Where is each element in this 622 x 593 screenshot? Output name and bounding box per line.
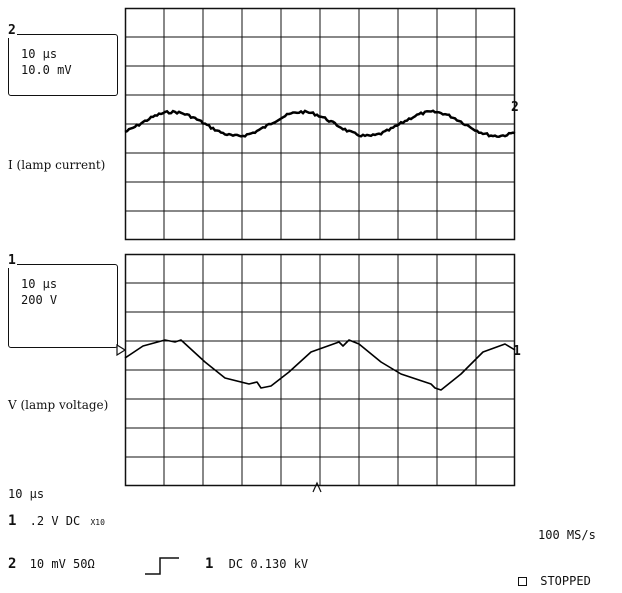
channel1-timebase: 10 µs	[21, 277, 58, 291]
footer-ch2-number: 2	[8, 556, 17, 572]
channel2-timebase: 10 µs	[21, 47, 58, 61]
trigger-pointer-icon	[312, 481, 322, 493]
footer-trigger-settings: DC 0.130 kV	[228, 557, 309, 571]
footer-status-text: STOPPED	[540, 574, 591, 588]
channel2-info-box: 2 10 µs 10.0 mV	[7, 23, 118, 96]
footer-ch1-settings: .2 V DC	[29, 514, 81, 528]
channel2-trace	[124, 109, 516, 138]
channel1-trace-label: V (lamp voltage)	[8, 398, 109, 412]
footer-ch1-row: 1 .2 V DC X10	[8, 513, 105, 529]
channel1-level-marker: 1	[513, 344, 521, 359]
channel1-gridlines	[125, 254, 515, 486]
rising-edge-icon	[145, 557, 179, 575]
channel2-trace-label: I (lamp current)	[8, 158, 106, 172]
channel2-gridlines	[125, 8, 515, 240]
channel1-scale: 200 V	[21, 293, 58, 307]
footer-trigger-source: 1	[205, 556, 214, 572]
channel1-frame	[124, 253, 516, 487]
footer-timebase: 10 µs	[8, 487, 45, 501]
channel2-number: 2	[7, 23, 17, 38]
channel2-scale: 10.0 mV	[21, 63, 72, 77]
channel2-graticule	[124, 7, 516, 241]
channel1-graticule	[124, 253, 516, 487]
footer-status: STOPPED	[518, 574, 591, 588]
footer-sample-rate: 100 MS/s	[538, 528, 596, 542]
channel2-frame	[124, 7, 516, 241]
channel1-number: 1	[7, 253, 17, 268]
footer-ch1-probe: X10	[90, 518, 105, 527]
footer-ch2-settings: 10 mV 50Ω	[29, 557, 95, 571]
channel1-info-box: 1 10 µs 200 V	[7, 253, 118, 348]
ground-ref-marker-icon	[116, 344, 126, 356]
channel2-level-marker: 2	[511, 100, 519, 115]
footer-ch2-row: 2 10 mV 50Ω	[8, 556, 95, 572]
footer-ch1-number: 1	[8, 513, 17, 529]
footer-trigger-row: 1 DC 0.130 kV	[205, 556, 308, 572]
square-icon	[518, 577, 527, 586]
channel1-trace	[124, 339, 516, 391]
